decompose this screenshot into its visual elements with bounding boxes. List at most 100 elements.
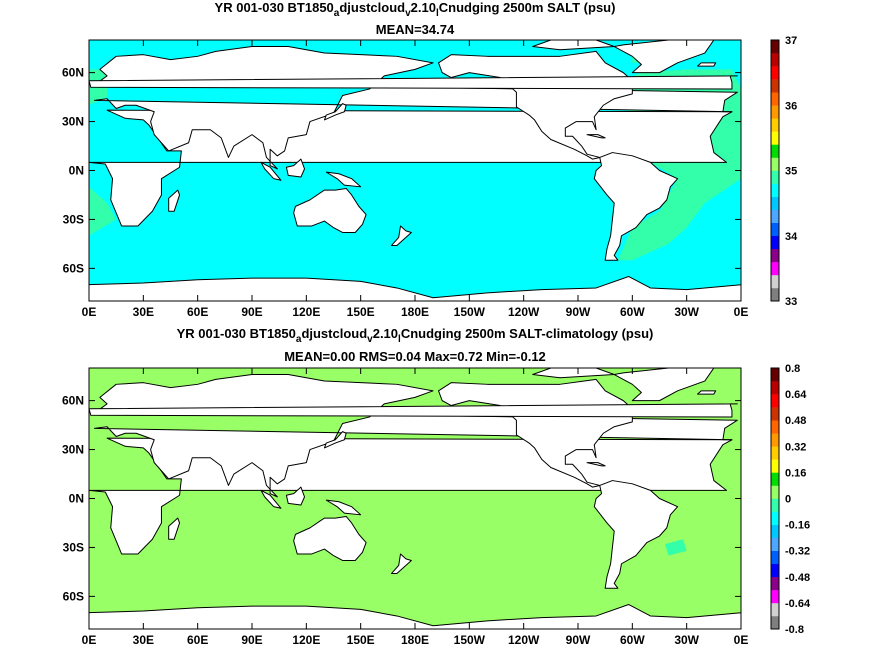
colorbar-segment [771,446,779,460]
panel-salt: YR 001-030 BT1850adjustcloudv2.10lCnudgi… [62,0,798,319]
colorbar-tick-label: 0.48 [785,415,806,427]
land-antarctica [89,276,741,301]
land-madagascar [168,189,181,212]
land-uk [89,403,738,418]
colorbar-segment [771,66,779,80]
colorbar-segment [771,248,779,263]
atlantic-field-east [89,69,117,236]
panel-salt-anomaly: YR 001-030 BT1850adjustcloudv2.10lCnudgi… [62,326,811,647]
land-uk [89,75,738,90]
title-segment: YR 001-030 BT1850 [215,0,334,15]
x-tick-label: 150W [454,305,486,319]
land-sumatra [260,161,282,181]
title-subscript: v [405,8,411,19]
title-segment: 2.10 [373,326,398,341]
colorbar-segment [771,287,779,302]
colorbar-segment [771,40,779,54]
colorbar-segment [771,394,779,408]
colorbar-frame [770,39,780,302]
colorbar-segment [771,261,779,276]
colorbar-segment [771,576,779,591]
x-tick-label: 90W [566,633,591,647]
land-japan [323,103,347,121]
colorbar-tick-label: -0.48 [785,572,810,584]
colorbar-tick-label: 35 [785,166,797,178]
y-tick-label: 60S [63,589,84,603]
y-tick-label: 30N [62,115,84,129]
colorbar-segment [771,472,779,486]
title-subscript: l [398,334,401,345]
land-newGuinea [325,171,362,188]
colorbar: 33 34 35 36 37 [770,35,798,308]
colorbar-tick-label: 0.8 [785,363,800,375]
plot-subtitle-stats: MEAN=0.00 RMS=0.04 Max=0.72 Min=-0.12 [284,349,546,364]
colorbar-tick-label: 0.16 [785,467,806,479]
colorbar-segment [771,498,779,512]
colorbar-segment [771,105,779,119]
colorbar-segment [771,602,779,617]
colorbar-segment [771,615,779,630]
title-segment: djustcloud [301,326,367,341]
title-segment: 2.10 [411,0,436,15]
x-tick-label: 30W [674,305,699,319]
colorbar-segment [771,550,779,565]
land-cuba [586,462,606,467]
land-eurasia [93,46,738,170]
colorbar: -0.8 -0.64 -0.48 -0.32 -0.16 0 0.16 0.32 0.48 0.6… [770,363,811,636]
colorbar-segment [771,433,779,447]
land-arcticIslands [532,40,615,51]
x-tick-label: 120E [292,633,320,647]
x-tick-label: 90E [241,305,262,319]
title-segment: Cnudging 2500m SALT (psu) [439,0,616,15]
map-area [89,40,741,301]
colorbar-segment [771,511,779,525]
title-subscript: a [334,8,340,19]
colorbar-segment [771,420,779,434]
colorbar-segment [771,144,779,158]
x-tick-label: 0E [734,305,749,319]
colorbar-segment [771,589,779,604]
plot-subtitle-stats: MEAN=34.74 [376,22,455,37]
colorbar-tick-label: 33 [785,296,797,308]
y-tick-label: 0N [69,492,84,506]
patch-southern [125,576,633,607]
colorbar-tick-label: 37 [785,35,797,47]
land-australia [293,515,367,561]
x-tick-label: 120W [508,305,540,319]
x-tick-label: 150E [347,633,375,647]
colorbar-segment [771,485,779,499]
land-southAmerica [593,152,679,261]
x-tick-label: 30W [674,633,699,647]
x-tick-label: 60W [620,633,645,647]
land-greenland [613,368,715,402]
x-tick-label: 0E [734,633,749,647]
patch-indian [188,501,271,564]
colorbar-segment [771,53,779,67]
colorbar-segment [771,209,779,223]
colorbar-tick-label: -0.64 [785,598,811,610]
land-newGuinea [325,499,362,516]
colorbar-tick-label: -0.16 [785,520,810,532]
colorbar-segment [771,235,779,250]
x-tick-label: 120E [292,305,320,319]
x-tick-label: 180E [401,305,429,319]
land-japan [323,431,347,449]
x-tick-label: 150E [347,305,375,319]
land-sumatra [260,489,282,509]
colorbar-tick-label: 34 [785,231,798,243]
colorbar-tick-label: 0.32 [785,441,806,453]
land-arcticIslands [532,368,615,379]
land-borneo [285,158,306,178]
plot-title: YR 001-030 BT1850adjustcloudv2.10lCnudgi… [177,326,654,345]
colorbar-tick-label: 0.64 [785,389,807,401]
land-cuba [586,134,606,139]
colorbar-segment [771,537,779,551]
title-subscript: v [367,334,373,345]
colorbar-segment [771,368,779,382]
colorbar-segment [771,92,779,106]
y-tick-label: 60N [62,66,84,80]
land-iceland [697,390,717,395]
patch-south-atlantic-negative [664,539,687,556]
title-segment: YR 001-030 BT1850 [177,326,296,341]
